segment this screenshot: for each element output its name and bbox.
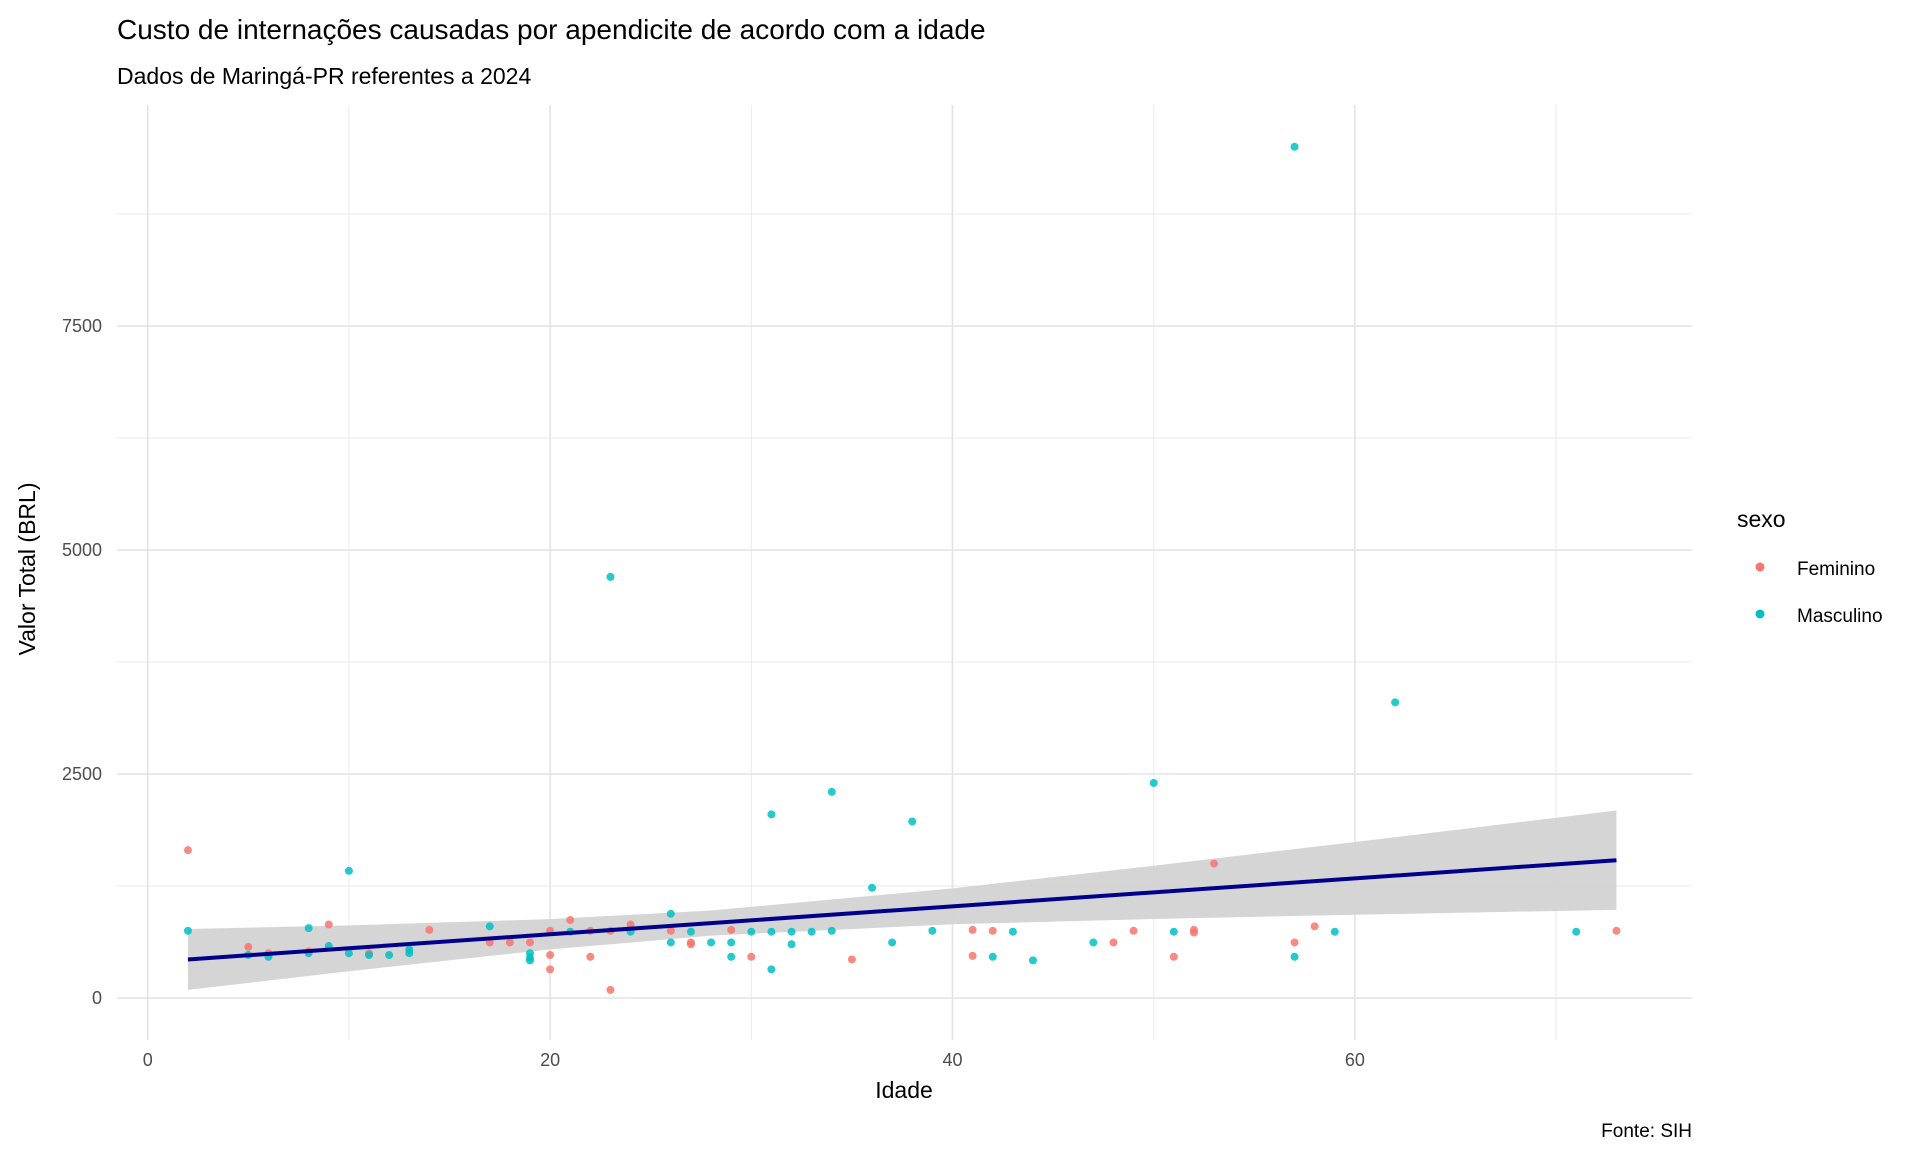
point-masculino <box>606 572 615 581</box>
point-feminino <box>988 926 997 935</box>
point-masculino <box>787 927 796 936</box>
point-feminino <box>606 985 615 994</box>
point-masculino <box>1290 142 1299 151</box>
point-masculino <box>1391 698 1400 707</box>
legend-label-feminino: Feminino <box>1797 559 1875 580</box>
point-feminino <box>1189 928 1198 937</box>
point-masculino <box>928 926 937 935</box>
point-masculino <box>344 949 353 958</box>
point-masculino <box>767 965 776 974</box>
point-masculino <box>988 952 997 961</box>
caption: Fonte: SIH <box>1601 1121 1692 1142</box>
point-masculino <box>827 926 836 935</box>
point-feminino <box>1612 926 1621 935</box>
point-masculino <box>1149 778 1158 787</box>
point-masculino <box>1572 927 1581 936</box>
point-masculino <box>1028 956 1037 965</box>
confidence-band <box>187 810 1617 990</box>
point-masculino <box>385 950 394 959</box>
point-feminino <box>747 952 756 961</box>
point-masculino <box>1008 927 1017 936</box>
point-feminino <box>183 846 192 855</box>
legend-title: sexo <box>1737 506 1786 532</box>
point-feminino <box>244 942 253 951</box>
point-masculino <box>767 810 776 819</box>
point-masculino <box>807 927 816 936</box>
y-tick-label: 2500 <box>62 764 102 784</box>
point-feminino <box>1109 938 1118 947</box>
point-masculino <box>666 938 675 947</box>
y-tick-label: 7500 <box>62 316 102 336</box>
point-masculino <box>908 817 917 826</box>
point-masculino <box>344 866 353 875</box>
point-feminino <box>1310 922 1319 931</box>
point-masculino <box>304 924 313 933</box>
point-masculino <box>767 927 776 936</box>
trend-line-path <box>187 858 1617 962</box>
axis-ticks: 0 20 40 60 0 2500 5000 7500 <box>62 316 1365 1070</box>
point-feminino <box>525 938 534 947</box>
point-feminino <box>546 950 555 959</box>
point-masculino <box>888 938 897 947</box>
point-masculino <box>787 940 796 949</box>
chart-title: Custo de internações causadas por apendi… <box>117 14 986 45</box>
legend-label-masculino: Masculino <box>1797 606 1883 627</box>
point-feminino <box>546 965 555 974</box>
point-feminino <box>425 925 434 934</box>
chart-subtitle: Dados de Maringá-PR referentes a 2024 <box>117 63 531 89</box>
point-feminino <box>505 938 514 947</box>
point-masculino <box>183 926 192 935</box>
point-masculino <box>525 956 534 965</box>
x-tick-label: 40 <box>942 1050 962 1070</box>
point-feminino <box>626 920 635 929</box>
legend: sexo Feminino Masculino <box>1737 506 1883 627</box>
point-masculino <box>727 938 736 947</box>
point-masculino <box>1089 938 1098 947</box>
x-tick-label: 0 <box>143 1050 153 1070</box>
x-tick-label: 20 <box>540 1050 560 1070</box>
point-feminino <box>1169 952 1178 961</box>
data-points <box>183 142 1621 994</box>
point-masculino <box>686 927 695 936</box>
point-feminino <box>586 952 595 961</box>
point-masculino <box>365 950 374 959</box>
legend-key-masculino <box>1755 609 1765 619</box>
point-masculino <box>868 883 877 892</box>
x-tick-label: 60 <box>1345 1050 1365 1070</box>
point-masculino <box>1290 952 1299 961</box>
point-masculino <box>827 787 836 796</box>
point-feminino <box>968 925 977 934</box>
grid <box>117 105 1692 1040</box>
y-tick-label: 0 <box>92 988 102 1008</box>
x-axis-title: Idade <box>875 1077 933 1103</box>
y-tick-label: 5000 <box>62 540 102 560</box>
point-masculino <box>707 938 716 947</box>
y-axis-title: Valor Total (BRL) <box>14 483 40 656</box>
point-feminino <box>666 926 675 935</box>
point-feminino <box>1129 926 1138 935</box>
point-feminino <box>566 916 575 925</box>
point-masculino <box>747 927 756 936</box>
trend-line <box>187 858 1617 962</box>
point-feminino <box>686 940 695 949</box>
point-masculino <box>666 909 675 918</box>
point-feminino <box>1210 859 1219 868</box>
point-feminino <box>847 955 856 964</box>
point-masculino <box>727 952 736 961</box>
point-masculino <box>405 945 414 954</box>
point-masculino <box>485 922 494 931</box>
point-masculino <box>1169 927 1178 936</box>
point-feminino <box>968 951 977 960</box>
point-feminino <box>727 925 736 934</box>
confidence-band-area <box>187 810 1617 990</box>
legend-key-feminino <box>1755 562 1765 572</box>
point-feminino <box>324 920 333 929</box>
point-masculino <box>1330 927 1339 936</box>
point-feminino <box>1290 938 1299 947</box>
